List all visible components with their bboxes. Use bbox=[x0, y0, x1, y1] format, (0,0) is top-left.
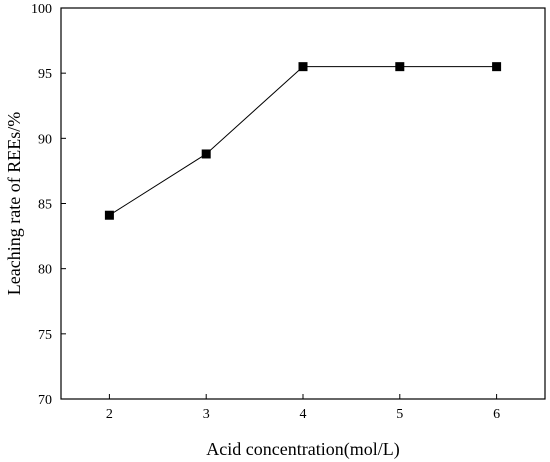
x-tick-label: 6 bbox=[493, 407, 500, 422]
y-axis-title: Leaching rate of REEs/% bbox=[4, 112, 24, 295]
data-point-marker bbox=[201, 149, 211, 159]
y-tick-label: 80 bbox=[38, 263, 52, 278]
x-tick-label: 4 bbox=[300, 407, 307, 422]
y-tick-label: 75 bbox=[38, 328, 52, 343]
y-tick-label: 90 bbox=[38, 132, 52, 147]
data-point-marker bbox=[298, 62, 308, 72]
y-tick-label: 95 bbox=[38, 67, 52, 82]
x-tick-label: 3 bbox=[203, 407, 210, 422]
data-point-marker bbox=[104, 210, 114, 220]
x-tick-label: 5 bbox=[396, 407, 403, 422]
y-tick-label: 70 bbox=[38, 393, 52, 408]
y-axis-ticks: 70 75 80 85 90 95 100 bbox=[31, 2, 66, 408]
data-point-marker bbox=[492, 62, 502, 72]
x-axis-title: Acid concentration(mol/L) bbox=[206, 439, 399, 460]
x-tick-label: 2 bbox=[106, 407, 113, 422]
y-tick-label: 100 bbox=[31, 2, 52, 17]
data-point-marker bbox=[395, 62, 405, 72]
x-axis-ticks: 2 3 4 5 6 bbox=[106, 394, 500, 422]
y-tick-label: 85 bbox=[38, 198, 52, 213]
series-layer bbox=[104, 62, 502, 220]
series-line bbox=[109, 66, 497, 216]
